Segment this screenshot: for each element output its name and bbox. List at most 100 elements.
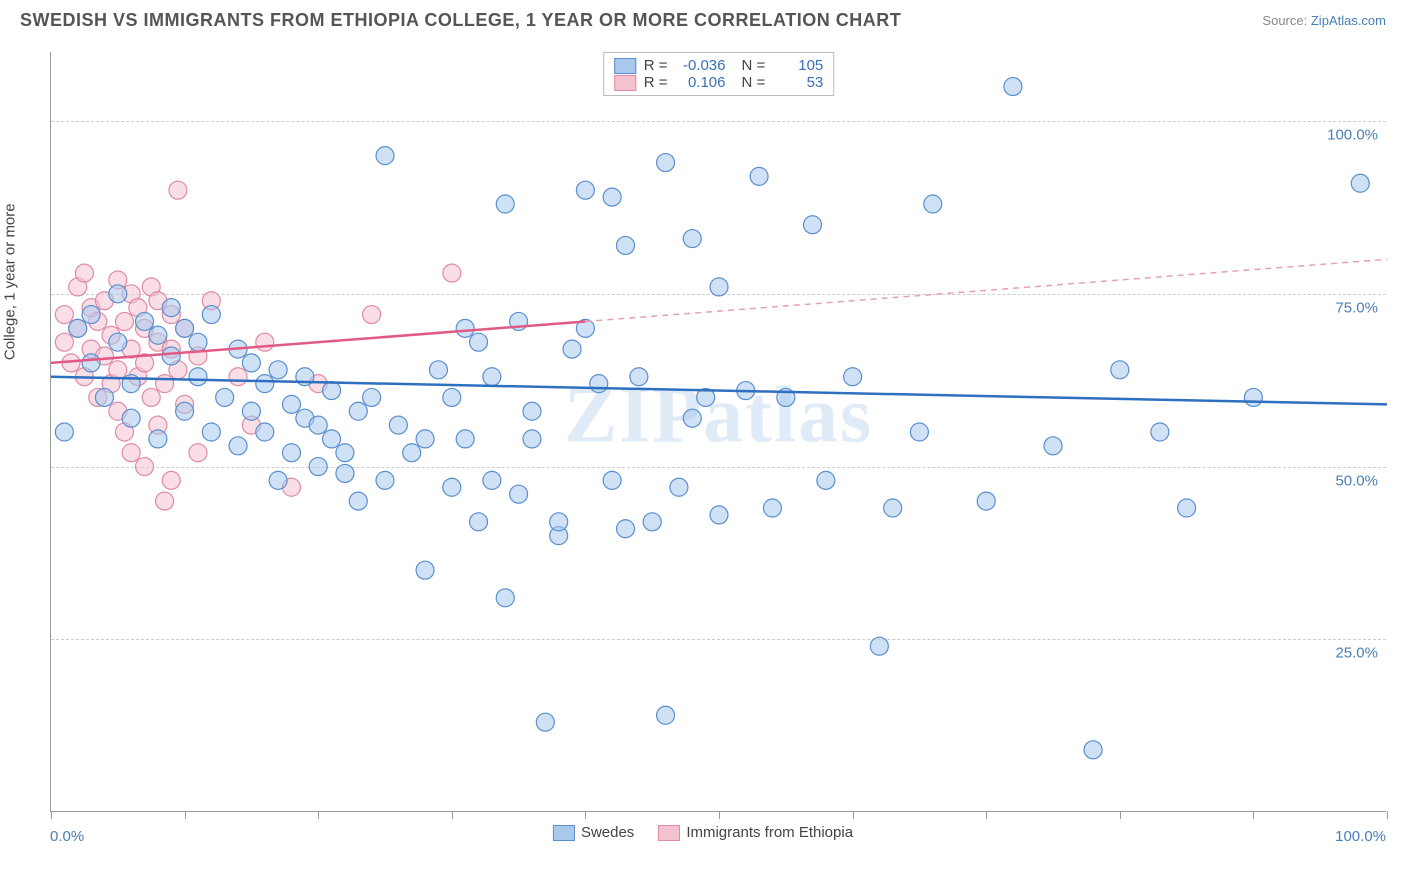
x-tick bbox=[1253, 811, 1254, 819]
y-axis-label: College, 1 year or more bbox=[2, 203, 19, 360]
scatter-point bbox=[576, 181, 594, 199]
scatter-point bbox=[443, 264, 461, 282]
chart-plot-area: ZIPatlas R = -0.036 N = 105 R = 0.106 N … bbox=[50, 52, 1386, 812]
scatter-point bbox=[229, 437, 247, 455]
x-axis-label-max: 100.0% bbox=[1335, 828, 1386, 845]
scatter-point bbox=[216, 388, 234, 406]
scatter-point bbox=[523, 430, 541, 448]
scatter-point bbox=[1084, 741, 1102, 759]
x-tick bbox=[853, 811, 854, 819]
scatter-point bbox=[363, 388, 381, 406]
scatter-point bbox=[109, 285, 127, 303]
scatter-point bbox=[189, 368, 207, 386]
x-axis-label-min: 0.0% bbox=[50, 828, 84, 845]
scatter-point bbox=[115, 312, 133, 330]
scatter-point bbox=[496, 589, 514, 607]
legend-item-ethiopia: Immigrants from Ethiopia bbox=[658, 824, 853, 841]
swatch-ethiopia-icon bbox=[614, 75, 636, 91]
scatter-point bbox=[416, 561, 434, 579]
scatter-point bbox=[256, 423, 274, 441]
scatter-point bbox=[483, 471, 501, 489]
scatter-point bbox=[844, 368, 862, 386]
scatter-point bbox=[336, 464, 354, 482]
scatter-point bbox=[683, 409, 701, 427]
scatter-point bbox=[169, 181, 187, 199]
scatter-point bbox=[376, 147, 394, 165]
scatter-point bbox=[256, 375, 274, 393]
scatter-point bbox=[55, 423, 73, 441]
scatter-point bbox=[616, 520, 634, 538]
scatter-point bbox=[389, 416, 407, 434]
x-tick bbox=[51, 811, 52, 819]
x-tick bbox=[585, 811, 586, 819]
scatter-point bbox=[884, 499, 902, 517]
scatter-point bbox=[269, 471, 287, 489]
x-tick bbox=[719, 811, 720, 819]
y-tick-label: 100.0% bbox=[1327, 127, 1378, 144]
scatter-point bbox=[710, 278, 728, 296]
scatter-point bbox=[456, 430, 474, 448]
scatter-point bbox=[536, 713, 554, 731]
scatter-point bbox=[336, 444, 354, 462]
scatter-point bbox=[550, 513, 568, 531]
scatter-point bbox=[202, 306, 220, 324]
trend-line bbox=[51, 377, 1387, 405]
scatter-point bbox=[229, 368, 247, 386]
scatter-point bbox=[75, 264, 93, 282]
scatter-point bbox=[149, 326, 167, 344]
x-tick bbox=[1120, 811, 1121, 819]
trend-line bbox=[585, 259, 1387, 321]
scatter-point bbox=[496, 195, 514, 213]
scatter-point bbox=[1351, 174, 1369, 192]
scatter-point bbox=[616, 236, 634, 254]
scatter-point bbox=[82, 354, 100, 372]
scatter-point bbox=[162, 471, 180, 489]
scatter-point bbox=[376, 471, 394, 489]
stats-legend-box: R = -0.036 N = 105 R = 0.106 N = 53 bbox=[603, 52, 835, 96]
swatch-swedes-icon bbox=[614, 58, 636, 74]
source-link[interactable]: ZipAtlas.com bbox=[1311, 13, 1386, 28]
scatter-point bbox=[750, 167, 768, 185]
scatter-point bbox=[282, 395, 300, 413]
scatter-point bbox=[710, 506, 728, 524]
scatter-point bbox=[630, 368, 648, 386]
scatter-point bbox=[109, 333, 127, 351]
scatter-point bbox=[924, 195, 942, 213]
scatter-point bbox=[763, 499, 781, 517]
legend-item-swedes: Swedes bbox=[553, 824, 634, 841]
scatter-point bbox=[55, 333, 73, 351]
stats-row-swedes: R = -0.036 N = 105 bbox=[614, 57, 824, 74]
scatter-point bbox=[156, 492, 174, 510]
scatter-point bbox=[910, 423, 928, 441]
scatter-point bbox=[363, 306, 381, 324]
chart-title: SWEDISH VS IMMIGRANTS FROM ETHIOPIA COLL… bbox=[20, 10, 901, 31]
scatter-point bbox=[349, 402, 367, 420]
scatter-point bbox=[55, 306, 73, 324]
scatter-point bbox=[1004, 78, 1022, 96]
scatter-point bbox=[1044, 437, 1062, 455]
scatter-point bbox=[429, 361, 447, 379]
scatter-point bbox=[416, 430, 434, 448]
scatter-point bbox=[69, 319, 87, 337]
scatter-point bbox=[122, 444, 140, 462]
scatter-point bbox=[323, 382, 341, 400]
scatter-point bbox=[443, 388, 461, 406]
scatter-point bbox=[122, 409, 140, 427]
scatter-point bbox=[82, 306, 100, 324]
x-tick bbox=[318, 811, 319, 819]
scatter-point bbox=[470, 333, 488, 351]
scatter-point bbox=[162, 299, 180, 317]
scatter-point bbox=[643, 513, 661, 531]
scatter-point bbox=[242, 354, 260, 372]
stats-row-ethiopia: R = 0.106 N = 53 bbox=[614, 74, 824, 91]
scatter-point bbox=[189, 333, 207, 351]
swatch-ethiopia-icon bbox=[658, 825, 680, 841]
series-legend: Swedes Immigrants from Ethiopia bbox=[553, 824, 853, 841]
scatter-point bbox=[403, 444, 421, 462]
scatter-point bbox=[309, 416, 327, 434]
scatter-point bbox=[603, 188, 621, 206]
scatter-point bbox=[510, 485, 528, 503]
scatter-point bbox=[443, 478, 461, 496]
chart-source: Source: ZipAtlas.com bbox=[1262, 13, 1386, 28]
scatter-point bbox=[977, 492, 995, 510]
